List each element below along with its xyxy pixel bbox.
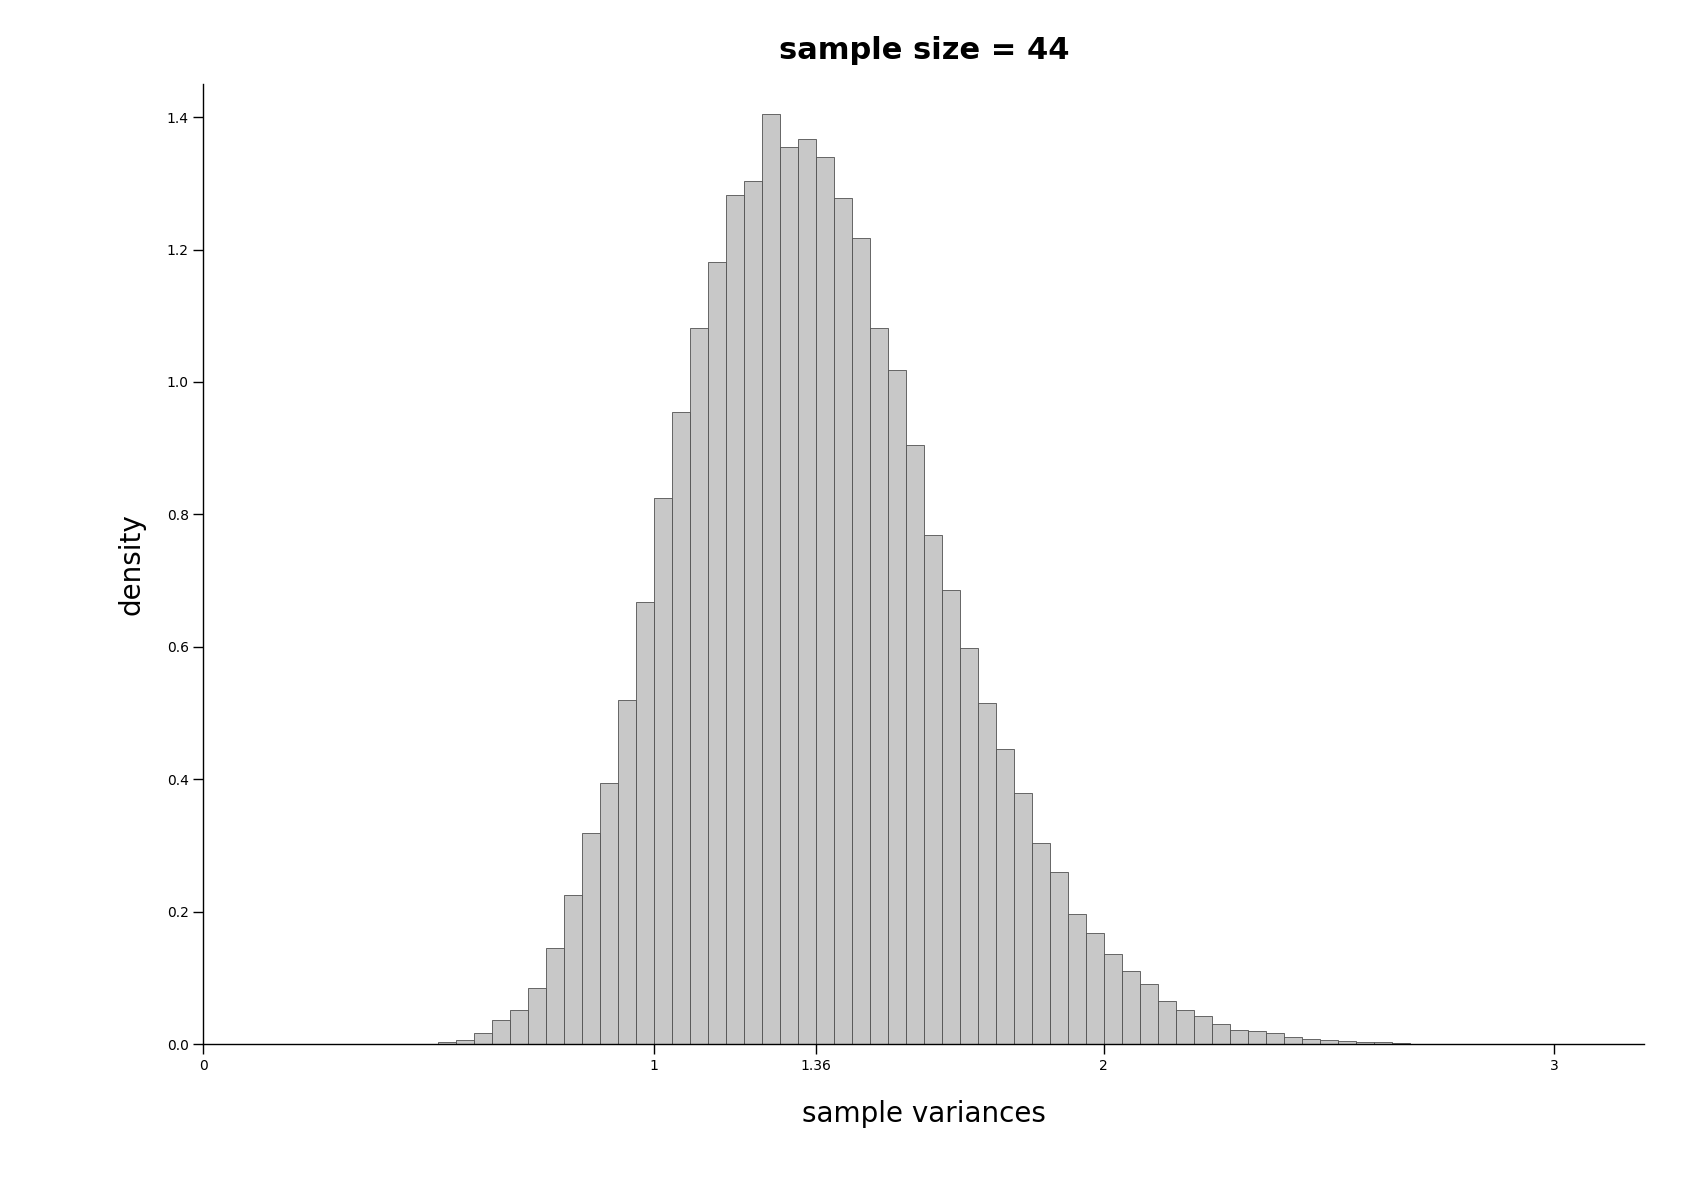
Bar	[888, 370, 905, 1044]
Bar	[1248, 1031, 1266, 1044]
Bar	[1356, 1042, 1375, 1044]
Bar	[1158, 1001, 1176, 1044]
Bar	[1139, 984, 1158, 1044]
Bar	[527, 988, 546, 1044]
Bar	[600, 784, 617, 1044]
Y-axis label: density: density	[119, 514, 146, 614]
Bar	[671, 413, 690, 1044]
Bar	[456, 1040, 473, 1044]
Bar	[690, 329, 707, 1044]
Bar	[1176, 1010, 1193, 1044]
Bar	[924, 535, 942, 1044]
Bar	[1086, 934, 1103, 1044]
Bar	[1032, 842, 1049, 1044]
Bar	[1049, 872, 1068, 1044]
Bar	[1320, 1040, 1337, 1044]
Bar	[473, 1033, 492, 1044]
Bar	[1231, 1030, 1248, 1044]
Title: sample size = 44: sample size = 44	[778, 36, 1070, 65]
Bar	[1122, 971, 1139, 1044]
Bar	[510, 1010, 527, 1044]
Bar	[851, 238, 870, 1044]
Bar	[815, 157, 834, 1044]
Bar	[1193, 1016, 1212, 1044]
Bar	[1266, 1033, 1285, 1044]
Bar	[636, 602, 654, 1044]
Bar	[1375, 1042, 1392, 1044]
Bar	[709, 262, 725, 1044]
Bar	[546, 948, 563, 1044]
Bar	[437, 1042, 456, 1044]
Bar	[492, 1020, 510, 1044]
Bar	[1103, 954, 1122, 1044]
Bar	[563, 895, 581, 1044]
Bar	[798, 139, 815, 1044]
Bar	[1392, 1043, 1410, 1044]
Bar	[978, 703, 995, 1044]
Bar	[780, 146, 798, 1044]
Bar	[725, 194, 744, 1044]
Bar	[1302, 1039, 1320, 1044]
X-axis label: sample variances: sample variances	[802, 1100, 1046, 1128]
Bar	[1014, 793, 1032, 1044]
Bar	[959, 648, 978, 1044]
Bar	[1337, 1040, 1356, 1044]
Bar	[1212, 1024, 1231, 1044]
Bar	[834, 198, 851, 1044]
Bar	[870, 329, 888, 1044]
Bar	[995, 749, 1014, 1044]
Bar	[1068, 914, 1086, 1044]
Bar	[761, 114, 780, 1044]
Bar	[654, 498, 671, 1044]
Bar	[942, 590, 959, 1044]
Bar	[1285, 1037, 1302, 1044]
Bar	[744, 181, 761, 1044]
Bar	[581, 833, 600, 1044]
Bar	[617, 700, 636, 1044]
Bar	[905, 445, 924, 1044]
